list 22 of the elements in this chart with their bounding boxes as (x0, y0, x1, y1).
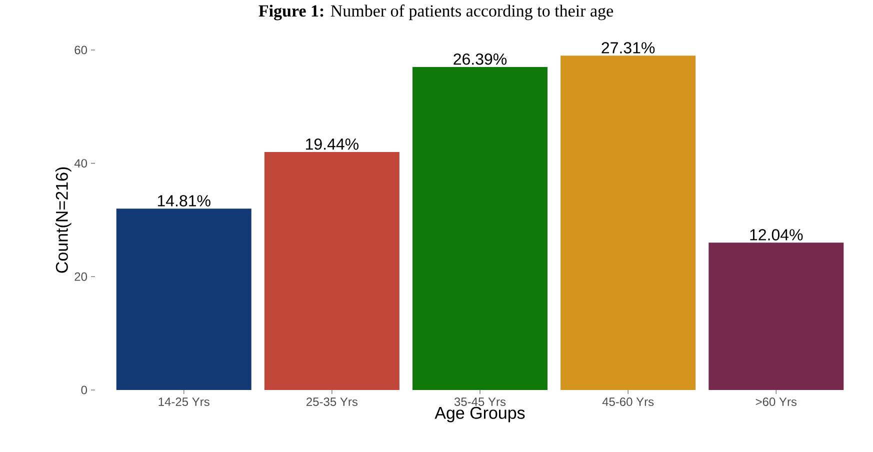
annotation: 27.31% (602, 42, 655, 54)
bar (116, 208, 252, 390)
annotation: 26.39% (454, 53, 507, 65)
x-axis-title: Age Groups (434, 406, 525, 422)
y-tick-label: 40 (74, 159, 88, 168)
bar (264, 152, 400, 390)
chart-title: Figure 1: Number of patients according to their age (258, 4, 614, 20)
x-tick-label: 45-60 Yrs (602, 398, 654, 406)
x-tick-label: 25-35 Yrs (306, 398, 358, 406)
x-tick-label: 35-45 Yrs (454, 398, 506, 406)
y-tick-label: 60 (74, 46, 88, 54)
annotation: 14.81% (158, 195, 210, 206)
bar (708, 242, 844, 390)
y-tick-label: 0 (81, 386, 88, 394)
y-axis-title: Count(N=216) (55, 167, 72, 273)
x-tick-label: 14-25 Yrs (158, 398, 210, 406)
y-tick-label: 20 (74, 272, 88, 281)
annotation: 12.04% (750, 229, 803, 240)
annotation: 19.44% (306, 138, 358, 150)
x-tick-label: >60 Yrs (756, 398, 797, 406)
bar (560, 56, 696, 390)
bar (412, 66, 548, 390)
